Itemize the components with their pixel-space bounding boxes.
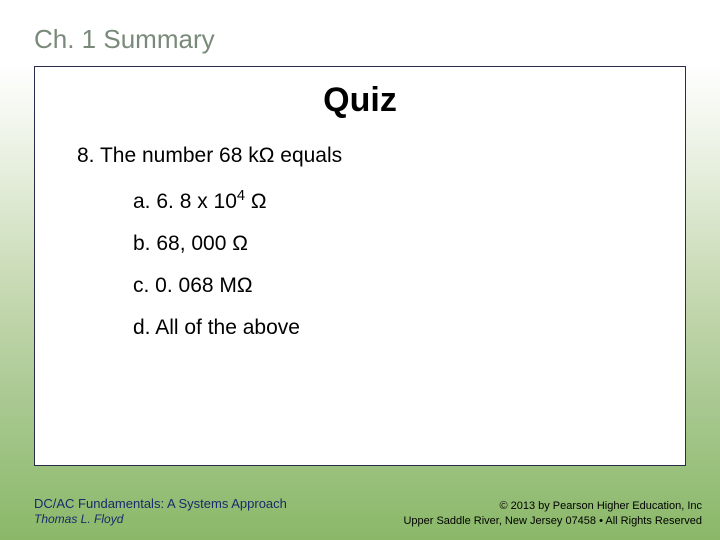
copyright-line2: Upper Saddle River, New Jersey 07458 • A… <box>403 514 702 528</box>
footer-right: © 2013 by Pearson Higher Education, Inc … <box>403 499 702 528</box>
chapter-title: Ch. 1 Summary <box>34 24 215 55</box>
author: Thomas L. Floyd <box>34 512 287 528</box>
question-number: 8. <box>77 144 95 167</box>
question-body: The number 68 kΩ equals <box>100 144 342 167</box>
option-a-exponent: 4 <box>237 188 245 204</box>
option-a-suffix: Ω <box>245 190 267 213</box>
option-d: d. All of the above <box>133 316 685 340</box>
slide: Ch. 1 Summary Quiz 8. The number 68 kΩ e… <box>0 0 720 540</box>
book-title: DC/AC Fundamentals: A Systems Approach <box>34 496 287 513</box>
question-text: 8. The number 68 kΩ equals <box>77 144 685 168</box>
option-c: c. 0. 068 MΩ <box>133 274 685 298</box>
footer: DC/AC Fundamentals: A Systems Approach T… <box>34 496 702 528</box>
option-a: a. 6. 8 x 104 Ω <box>133 188 685 214</box>
quiz-title: Quiz <box>35 81 685 120</box>
footer-left: DC/AC Fundamentals: A Systems Approach T… <box>34 496 287 528</box>
copyright-line1: © 2013 by Pearson Higher Education, Inc <box>403 499 702 513</box>
option-a-prefix: a. 6. 8 x 10 <box>133 190 237 213</box>
content-box: Quiz 8. The number 68 kΩ equals a. 6. 8 … <box>34 66 686 466</box>
option-b: b. 68, 000 Ω <box>133 232 685 256</box>
